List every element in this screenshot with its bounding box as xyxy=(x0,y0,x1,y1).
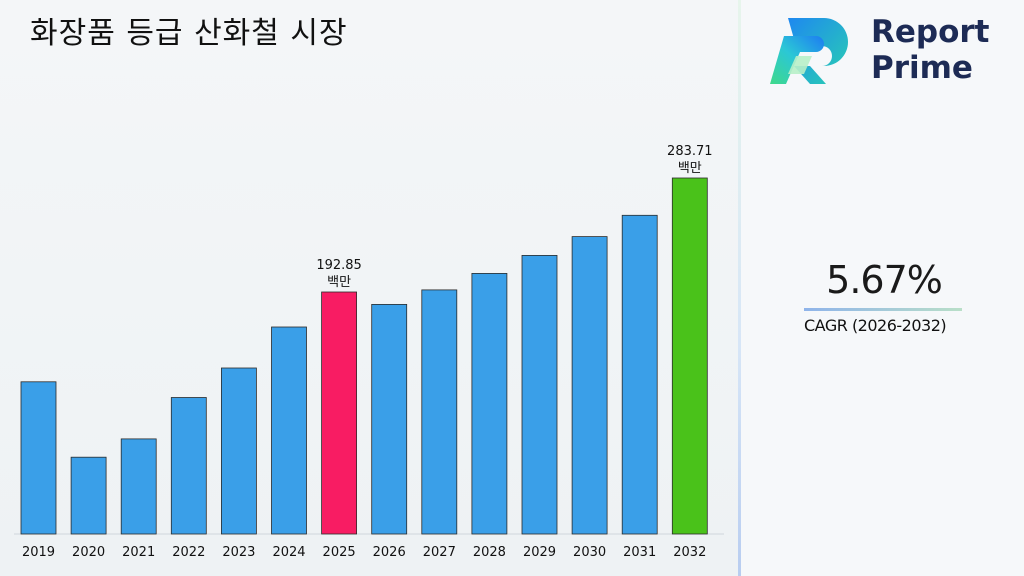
bar-2032 xyxy=(671,177,708,535)
page-title: 화장품 등급 산화철 시장 xyxy=(30,16,348,51)
logo-line-prime: Prime xyxy=(871,50,973,86)
x-tick-label-2029: 2029 xyxy=(523,545,556,560)
logo-line-report: Report xyxy=(871,14,990,50)
data-label-value-2025: 192.85 xyxy=(316,258,362,273)
cagr-value: 5.67% xyxy=(826,258,943,302)
bar-chart: 2019 2020 2021 2022 2023 2024 2025 2026 2027 2028… xyxy=(14,144,724,560)
x-tick-label-2030: 2030 xyxy=(573,545,606,560)
bar-2026 xyxy=(371,303,408,535)
bar-2028 xyxy=(471,272,508,535)
x-tick-label-2020: 2020 xyxy=(72,545,105,560)
bar-2020 xyxy=(70,456,107,535)
bar-2022 xyxy=(170,397,207,535)
reportprime-logo-icon xyxy=(770,18,848,84)
x-tick-label-2025: 2025 xyxy=(323,545,356,560)
x-tick-label-2022: 2022 xyxy=(172,545,205,560)
reportprime-logo: Report Prime xyxy=(766,12,1006,92)
bar-2029 xyxy=(521,254,558,535)
cagr-underline xyxy=(804,308,962,311)
bar-2021 xyxy=(120,438,157,535)
bar-2019 xyxy=(20,381,57,535)
x-tick-label-2023: 2023 xyxy=(222,545,255,560)
x-tick-label-2026: 2026 xyxy=(373,545,406,560)
bar-2027 xyxy=(421,289,458,535)
data-label-value-2032: 283.71 xyxy=(667,144,713,159)
bar-2025 xyxy=(321,291,358,535)
panel-divider xyxy=(738,0,741,576)
x-tick-label-2027: 2027 xyxy=(423,545,456,560)
data-label-unit-2025: 백만 xyxy=(327,275,351,290)
x-tick-label-2028: 2028 xyxy=(473,545,506,560)
side-panel xyxy=(741,0,1024,576)
x-tick-label-2024: 2024 xyxy=(272,545,305,560)
bar-2031 xyxy=(621,214,658,535)
x-tick-label-2021: 2021 xyxy=(122,545,155,560)
x-tick-label-2032: 2032 xyxy=(673,545,706,560)
bar-2023 xyxy=(220,367,257,535)
bar-2024 xyxy=(271,326,307,535)
logo-text: Report Prime xyxy=(871,14,990,86)
x-tick-label-2031: 2031 xyxy=(623,545,656,560)
data-label-unit-2032: 백만 xyxy=(678,161,702,176)
cagr-label: CAGR (2026-2032) xyxy=(804,316,947,335)
x-tick-label-2019: 2019 xyxy=(22,545,55,560)
bar-2030 xyxy=(571,236,608,535)
